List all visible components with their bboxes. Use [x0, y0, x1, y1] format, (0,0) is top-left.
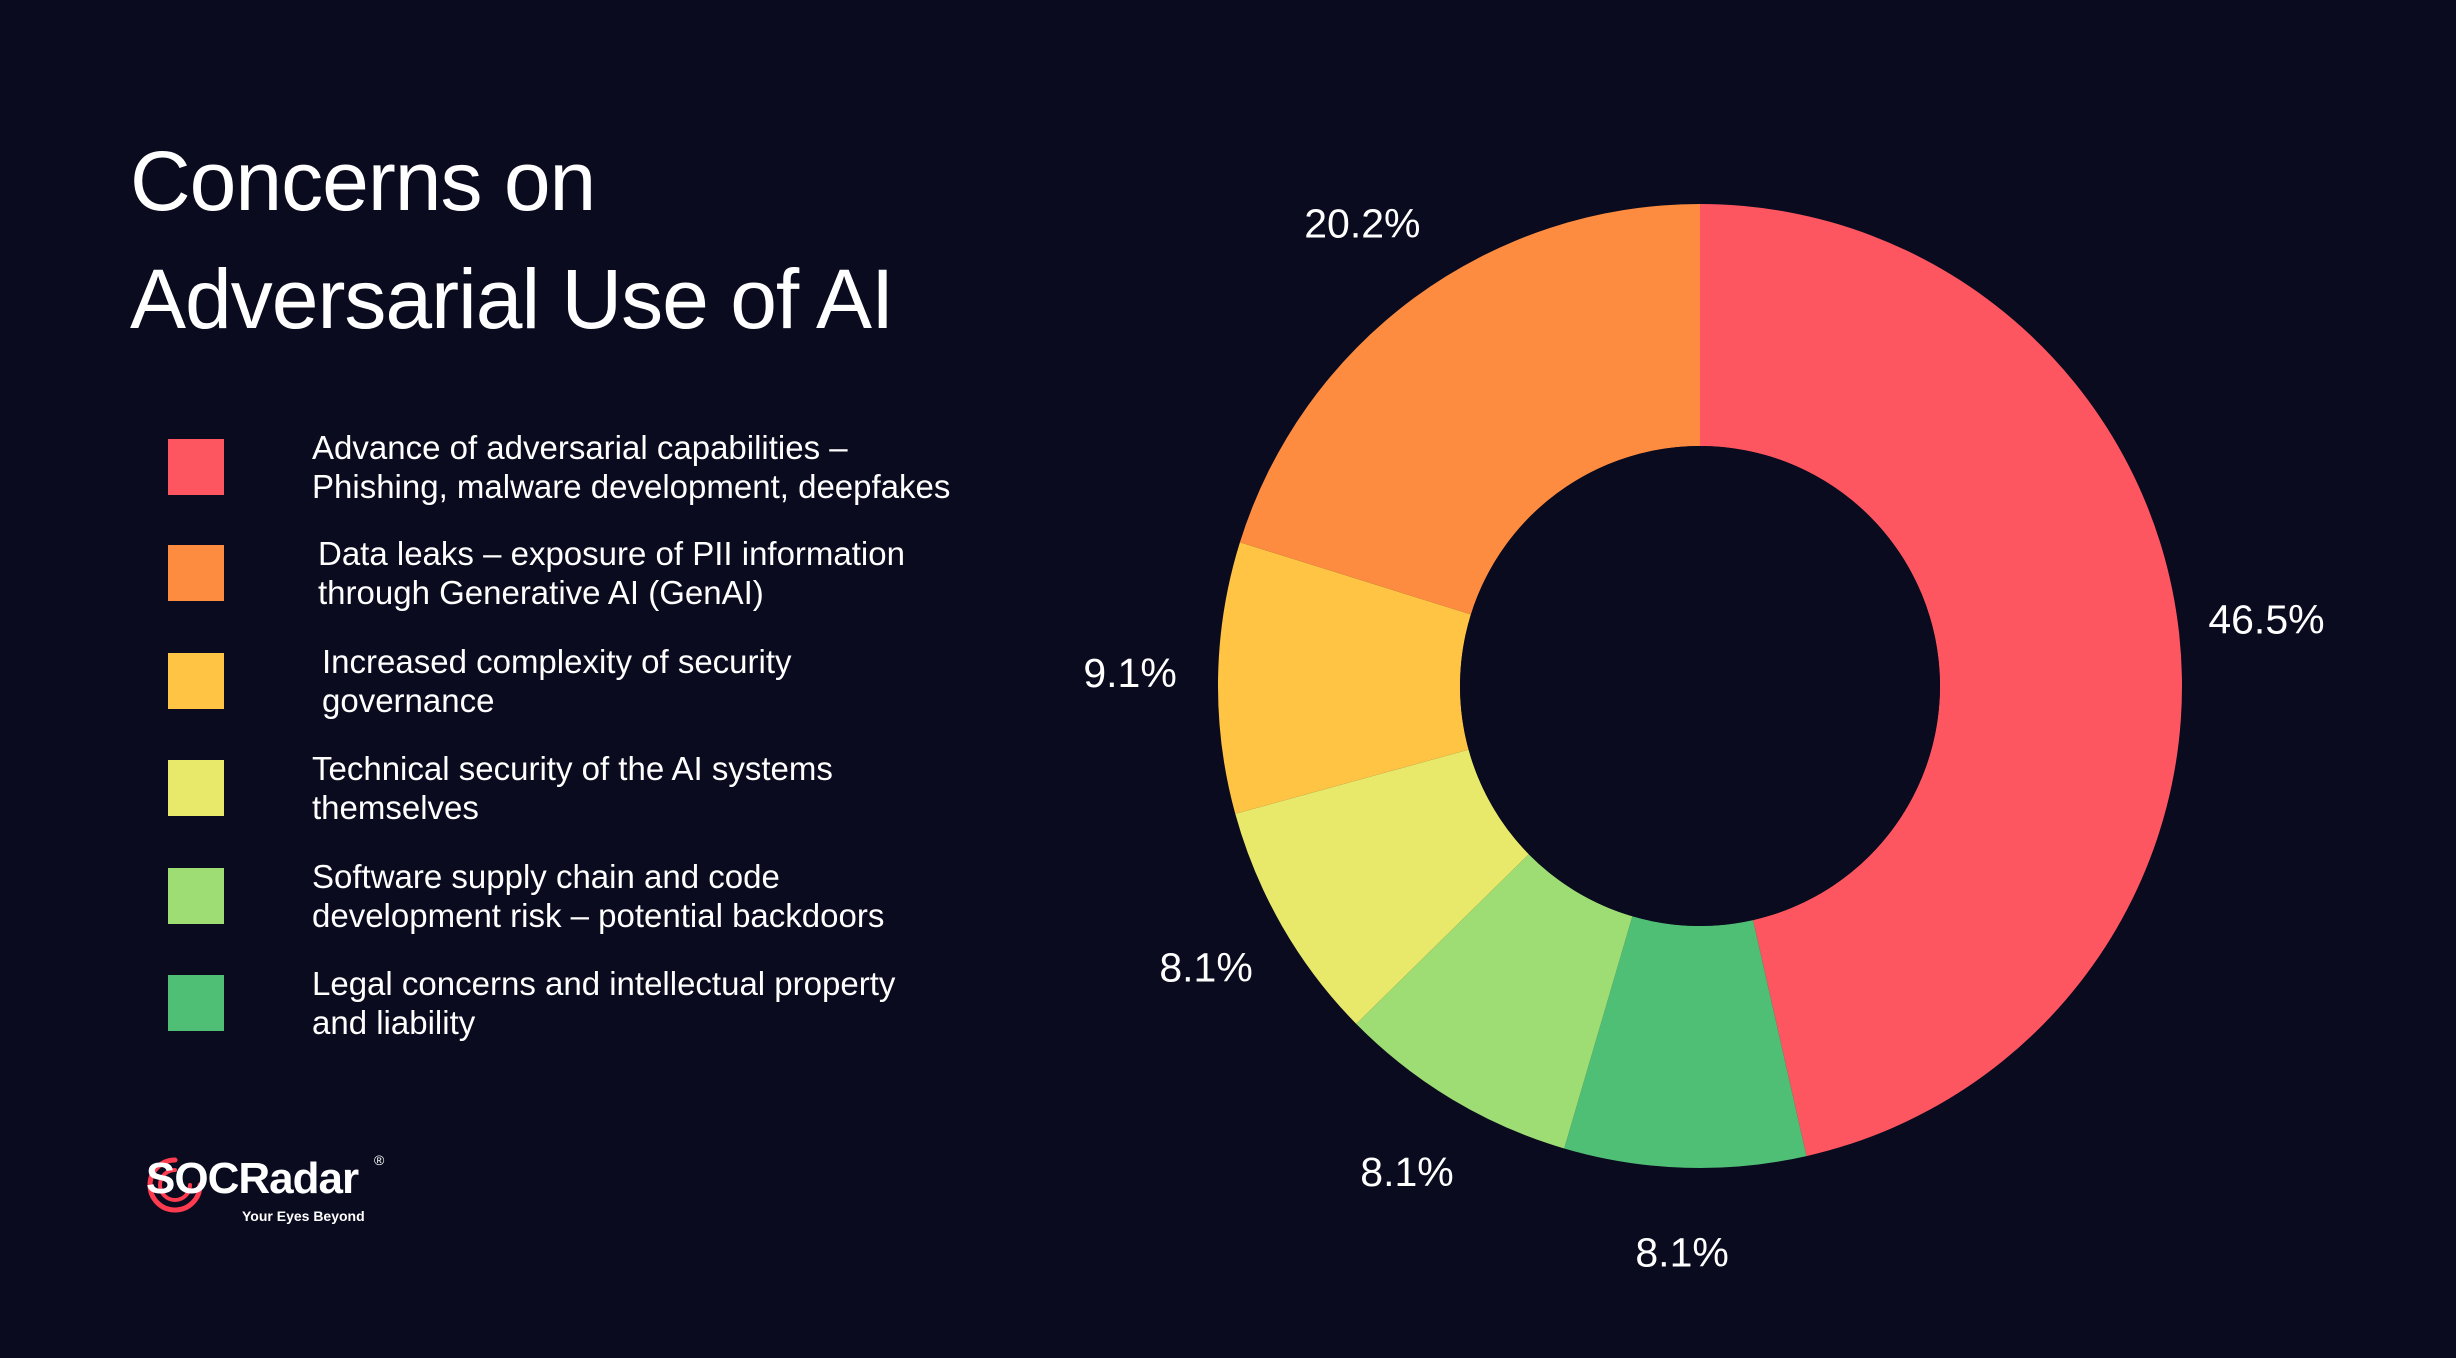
legend-swatch — [168, 439, 224, 495]
socradar-logo: SOCRadar ® Your Eyes Beyond — [146, 1150, 406, 1230]
donut-slice — [1235, 749, 1529, 1024]
logo-registered-mark: ® — [374, 1152, 385, 1168]
legend-swatch — [168, 545, 224, 601]
legend-swatch — [168, 868, 224, 924]
slice-percent-label: 8.1% — [1635, 1230, 1728, 1276]
title-line-1: Concerns on — [130, 134, 596, 228]
donut-slice — [1564, 916, 1807, 1169]
logo-radar-icon — [147, 1157, 203, 1213]
title-line-2: Adversarial Use of AI — [130, 252, 894, 346]
legend-item: Software supply chain and code developmen… — [168, 857, 1072, 935]
logo-tagline: Your Eyes Beyond — [242, 1208, 365, 1224]
legend-item: Increased complexity of security governan… — [168, 642, 1082, 720]
logo-wordmark: SOCRadar — [146, 1154, 359, 1203]
legend-label: Increased complexity of security governan… — [322, 643, 792, 719]
legend-label: Legal concerns and intellectual property… — [312, 965, 896, 1041]
donut-slice — [1356, 854, 1633, 1149]
slice-percent-label: 8.1% — [1159, 944, 1252, 990]
legend-item: Legal concerns and intellectual property… — [168, 964, 1072, 1042]
slice-percent-label: 46.5% — [2208, 596, 2324, 642]
slice-percent-label: 8.1% — [1360, 1149, 1453, 1195]
legend-label: Technical security of the AI systems them… — [312, 750, 833, 826]
donut-hole — [1460, 446, 1940, 926]
donut-slice — [1218, 542, 1471, 814]
legend-swatch — [168, 760, 224, 816]
legend-label: Advance of adversarial capabilities – Phi… — [312, 429, 951, 505]
donut-slice — [1239, 204, 1700, 615]
chart-title: Concerns on Adversarial Use of AI — [130, 122, 894, 358]
legend-swatch — [168, 653, 224, 709]
legend-label: Data leaks – exposure of PII information… — [318, 535, 905, 611]
slice-percent-label: 9.1% — [1083, 650, 1176, 696]
donut-slice — [1700, 204, 2183, 1157]
legend-item: Data leaks – exposure of PII information… — [168, 534, 1078, 612]
legend-swatch — [168, 975, 224, 1031]
legend-label: Software supply chain and code developmen… — [312, 858, 885, 934]
legend-item: Technical security of the AI systems them… — [168, 749, 1072, 827]
slice-percent-label: 20.2% — [1304, 201, 1420, 247]
legend-item: Advance of adversarial capabilities – Phi… — [168, 428, 1072, 506]
